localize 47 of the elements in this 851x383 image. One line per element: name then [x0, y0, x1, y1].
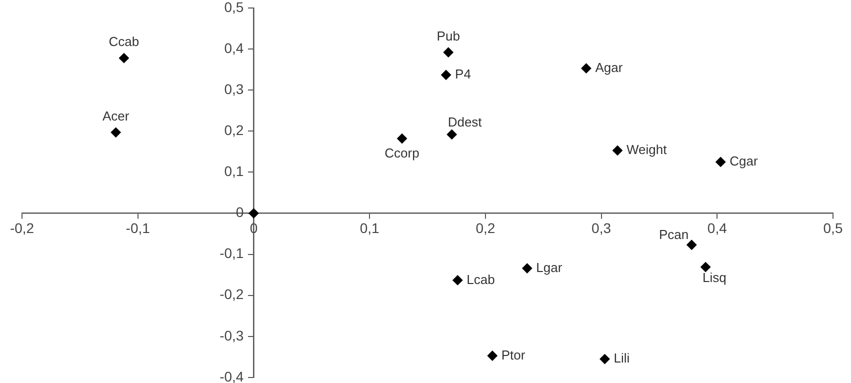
y-tick-label: 0,3 — [224, 80, 244, 97]
y-tick-label: -0,4 — [220, 368, 244, 383]
annotation: Ccorp — [384, 146, 420, 161]
annotation: Lgar — [536, 260, 563, 275]
y-tick-label: -0,2 — [220, 286, 244, 302]
annotation: Weight — [626, 142, 668, 158]
y-tick-label: -0,1 — [220, 245, 244, 262]
annotation: Pub — [436, 28, 460, 44]
x-tick-label: 0,4 — [707, 220, 728, 236]
annotation: Pcan — [659, 226, 689, 242]
x-tick-label: -0,2 — [10, 220, 34, 236]
point — [522, 263, 532, 274]
y-tick-label: 0,4 — [224, 40, 244, 56]
point — [110, 127, 121, 138]
annotation: Acer — [102, 108, 130, 124]
point — [452, 275, 463, 286]
annotation: Lisq — [702, 270, 726, 286]
point — [716, 156, 726, 167]
point — [612, 145, 623, 156]
point — [118, 53, 129, 64]
annotation: Ccab — [108, 34, 140, 50]
annotation: Agar — [595, 60, 624, 75]
point — [446, 129, 457, 140]
point — [700, 262, 711, 272]
y-tick-label: 0,1 — [224, 163, 244, 180]
point — [248, 208, 259, 218]
annotation: Cgar — [730, 154, 758, 169]
point — [686, 240, 697, 250]
annotation: Ptor — [501, 347, 526, 362]
annotation: Ddest — [448, 114, 482, 130]
x-tick-label: 0,1 — [360, 220, 380, 236]
point — [487, 350, 498, 361]
annotation: Lcab — [466, 272, 495, 287]
point — [441, 70, 452, 80]
annotation: Lili — [614, 350, 630, 366]
y-tick-label: 0,5 — [224, 0, 244, 15]
point — [443, 47, 454, 58]
x-tick-label: 0,5 — [823, 220, 843, 236]
annotation: P4 — [455, 66, 471, 82]
point — [600, 354, 610, 364]
y-tick-label: 0,2 — [224, 122, 244, 138]
point — [397, 134, 408, 144]
point — [581, 63, 592, 74]
x-tick-label: 0,2 — [476, 220, 496, 236]
y-tick-label: -0,3 — [220, 327, 244, 344]
x-tick-label: 0,3 — [592, 220, 612, 236]
x-tick-label: -0,1 — [126, 220, 150, 236]
